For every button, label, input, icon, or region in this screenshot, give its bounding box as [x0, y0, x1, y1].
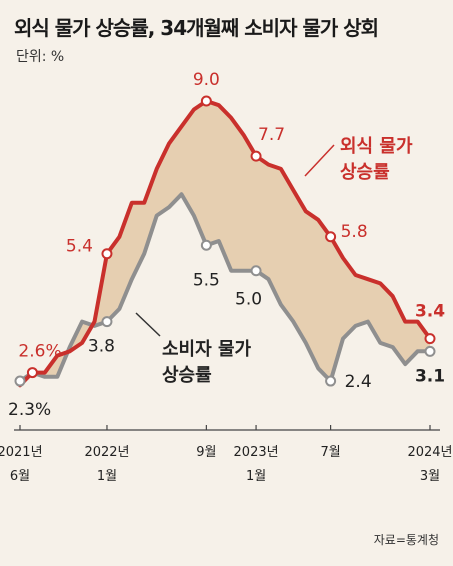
x-tick-label: 2023년	[234, 445, 279, 460]
dining-series-label: 외식 물가	[340, 136, 413, 157]
dining-marker	[200, 95, 212, 107]
dining-marker	[101, 248, 113, 260]
consumer-series-label: 상승률	[162, 365, 212, 386]
dining-leader-line	[304, 144, 335, 177]
consumer-marker	[424, 345, 436, 357]
dining-value-label: 5.8	[341, 222, 368, 242]
x-tick-label: 3월	[420, 469, 440, 484]
x-tick-label: 7월	[320, 445, 340, 460]
consumer-value-label: 3.8	[88, 337, 115, 357]
x-axis: 2021년 6월 2022년 1월 9월 2023년 1월 7월 2024년 3월	[0, 425, 453, 484]
dining-marker	[424, 333, 436, 345]
consumer-leader-line	[135, 312, 161, 337]
dining-marker	[26, 367, 38, 379]
consumer-value-label: 2.4	[345, 372, 372, 392]
dining-value-label: 9.0	[193, 70, 220, 90]
consumer-marker	[101, 316, 113, 328]
data-labels: 2.6% 5.4 9.0 7.7 5.8 3.4 2.3% 3.8 5.5 5.0 2.4 3.1	[8, 70, 445, 420]
data-markers	[14, 95, 436, 387]
consumer-value-label: 5.5	[193, 270, 220, 290]
source-note: 자료=통계청	[373, 533, 439, 547]
dining-marker	[325, 231, 337, 243]
dining-value-label: 7.7	[258, 125, 285, 145]
dining-marker	[250, 150, 262, 162]
chart-title: 외식 물가 상승률, 34개월째 소비자 물가 상회	[14, 16, 379, 40]
consumer-marker	[325, 375, 337, 387]
consumer-value-label: 5.0	[235, 290, 262, 310]
dining-series-label: 상승률	[340, 162, 390, 183]
x-tick-label: 1월	[246, 469, 266, 484]
dining-value-label: 5.4	[66, 237, 93, 257]
dining-price-line	[18, 99, 432, 388]
unit-label: 단위: %	[16, 49, 65, 65]
consumer-marker	[200, 239, 212, 251]
series-lines	[18, 99, 432, 388]
gap-fill	[20, 101, 430, 386]
consumer-marker	[250, 265, 262, 277]
gap-fill-layer	[20, 101, 430, 386]
x-tick-label: 2024년	[407, 445, 452, 460]
dining-value-label: 2.6%	[18, 342, 61, 362]
consumer-price-line	[18, 192, 432, 384]
consumer-value-label: 3.1	[415, 366, 445, 386]
consumer-value-label: 2.3%	[8, 400, 51, 420]
x-tick-label: 1월	[97, 469, 117, 484]
consumer-marker	[14, 375, 26, 387]
consumer-series-label: 소비자 물가	[162, 339, 252, 360]
dining-value-label: 3.4	[415, 302, 445, 322]
x-tick-label: 2021년	[0, 445, 43, 460]
x-tick-label: 6월	[10, 469, 30, 484]
x-tick-label: 2022년	[84, 445, 129, 460]
x-tick-label: 9월	[196, 445, 216, 460]
